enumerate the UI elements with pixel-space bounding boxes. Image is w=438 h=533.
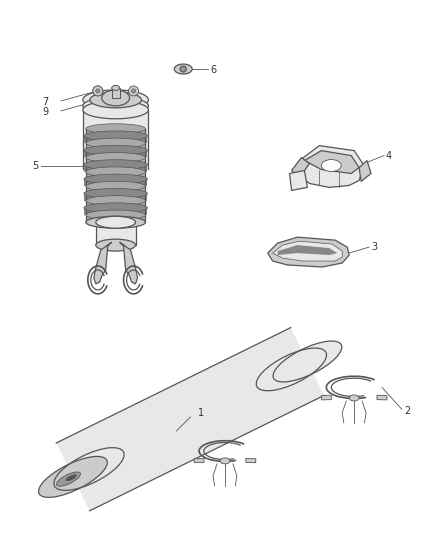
Ellipse shape [349, 395, 359, 401]
Polygon shape [120, 242, 138, 284]
Ellipse shape [96, 239, 135, 251]
Polygon shape [83, 110, 148, 168]
Polygon shape [84, 165, 148, 172]
Polygon shape [86, 215, 145, 222]
Ellipse shape [84, 131, 148, 141]
Ellipse shape [86, 152, 145, 163]
Polygon shape [273, 241, 342, 261]
Ellipse shape [93, 86, 103, 96]
Ellipse shape [66, 475, 76, 481]
Polygon shape [84, 150, 148, 157]
Ellipse shape [83, 97, 148, 115]
Polygon shape [278, 245, 337, 255]
Ellipse shape [112, 85, 120, 91]
Polygon shape [94, 242, 112, 284]
Polygon shape [246, 458, 256, 463]
Ellipse shape [86, 181, 145, 191]
Polygon shape [194, 458, 204, 463]
Polygon shape [112, 88, 120, 98]
Text: 9: 9 [42, 107, 48, 117]
Ellipse shape [84, 203, 148, 213]
Ellipse shape [84, 174, 148, 184]
Ellipse shape [86, 167, 145, 177]
Text: 1: 1 [198, 408, 205, 418]
Ellipse shape [102, 90, 130, 106]
Ellipse shape [321, 159, 341, 172]
Ellipse shape [84, 160, 148, 169]
Text: 5: 5 [32, 160, 38, 171]
Ellipse shape [273, 341, 342, 382]
Ellipse shape [90, 92, 141, 108]
Polygon shape [86, 200, 145, 208]
Polygon shape [84, 136, 148, 143]
Polygon shape [96, 222, 135, 245]
Ellipse shape [220, 458, 230, 464]
Ellipse shape [86, 196, 145, 206]
Polygon shape [377, 395, 387, 400]
Polygon shape [86, 186, 145, 193]
Ellipse shape [180, 66, 186, 72]
Ellipse shape [86, 210, 145, 220]
Ellipse shape [96, 216, 135, 228]
Text: 7: 7 [42, 97, 48, 107]
Polygon shape [300, 146, 364, 188]
Ellipse shape [86, 124, 145, 134]
Polygon shape [290, 171, 307, 190]
Polygon shape [304, 151, 359, 173]
Ellipse shape [83, 101, 148, 119]
Text: 3: 3 [371, 242, 377, 252]
Polygon shape [86, 143, 145, 150]
Ellipse shape [86, 216, 145, 228]
Polygon shape [84, 193, 148, 200]
Polygon shape [84, 208, 148, 215]
Ellipse shape [96, 89, 100, 93]
Polygon shape [86, 157, 145, 165]
Text: 2: 2 [404, 406, 410, 416]
Text: 6: 6 [210, 65, 216, 75]
Polygon shape [86, 172, 145, 179]
Ellipse shape [131, 89, 135, 93]
Polygon shape [56, 328, 324, 511]
Ellipse shape [93, 86, 103, 96]
Polygon shape [321, 395, 331, 400]
Ellipse shape [84, 189, 148, 198]
Ellipse shape [39, 456, 107, 497]
Ellipse shape [86, 138, 145, 148]
Polygon shape [86, 129, 145, 136]
Ellipse shape [57, 472, 81, 486]
Ellipse shape [174, 64, 192, 74]
Ellipse shape [84, 146, 148, 155]
Polygon shape [84, 179, 148, 186]
Polygon shape [359, 160, 371, 181]
Polygon shape [292, 158, 309, 177]
Ellipse shape [129, 86, 138, 96]
Text: 4: 4 [386, 151, 392, 160]
Polygon shape [268, 237, 349, 267]
Ellipse shape [83, 90, 148, 110]
